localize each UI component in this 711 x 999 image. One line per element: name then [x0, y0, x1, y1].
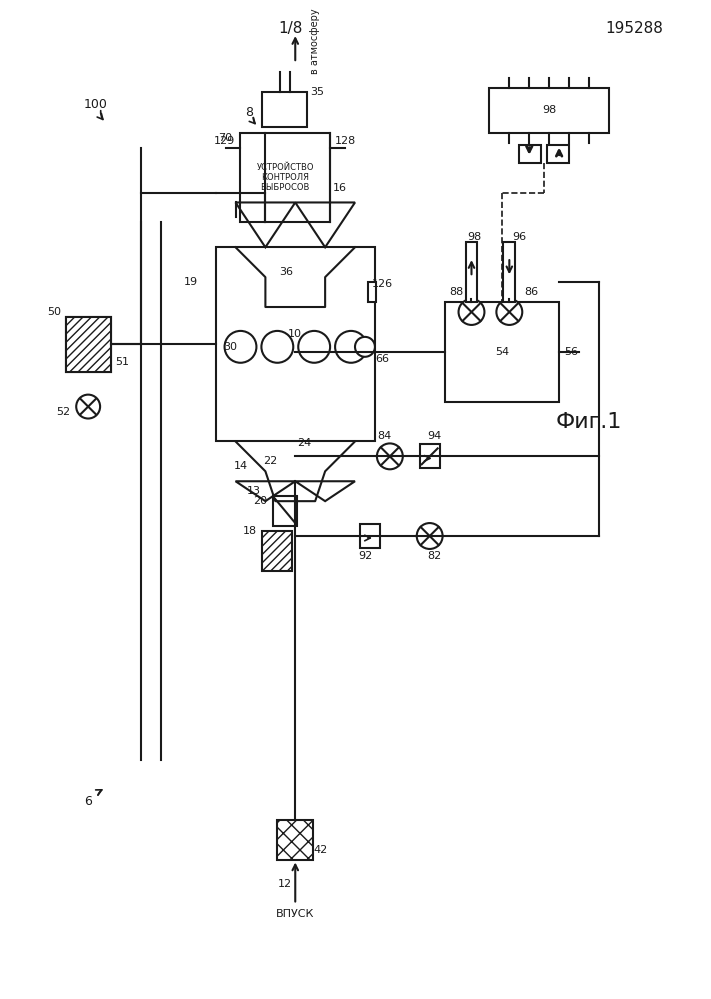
Circle shape: [298, 331, 330, 363]
Text: 18: 18: [243, 526, 257, 536]
Bar: [466, 243, 478, 302]
Bar: [519, 145, 541, 163]
Text: 19: 19: [183, 277, 198, 287]
Text: 13: 13: [247, 487, 260, 497]
Bar: [262, 92, 307, 127]
Bar: [240, 133, 330, 223]
Text: 195288: 195288: [605, 21, 663, 36]
Text: 94: 94: [427, 432, 442, 442]
Circle shape: [355, 337, 375, 357]
Text: 30: 30: [223, 342, 237, 352]
Text: 128: 128: [335, 136, 356, 146]
Bar: [444, 302, 559, 402]
Circle shape: [377, 444, 403, 470]
Text: 24: 24: [297, 439, 311, 449]
Text: 86: 86: [524, 287, 538, 297]
Bar: [360, 524, 380, 548]
Text: 16: 16: [333, 183, 347, 193]
Text: 82: 82: [427, 550, 442, 560]
Text: УСТРОЙСТВО
КОНТРОЛЯ
ВЫБРОСОВ: УСТРОЙСТВО КОНТРОЛЯ ВЫБРОСОВ: [257, 163, 314, 193]
Text: 92: 92: [358, 550, 372, 560]
Bar: [215, 248, 375, 442]
Bar: [489, 88, 609, 133]
Text: 6: 6: [84, 795, 92, 808]
Text: 96: 96: [513, 233, 526, 243]
Bar: [547, 145, 569, 163]
Text: 10: 10: [288, 330, 302, 340]
Bar: [419, 445, 439, 469]
Text: 54: 54: [495, 347, 509, 357]
Bar: [503, 243, 515, 302]
Text: 20: 20: [253, 497, 267, 506]
Text: 51: 51: [115, 357, 129, 367]
Text: 42: 42: [313, 844, 327, 855]
Text: Фиг.1: Фиг.1: [556, 412, 622, 432]
Text: 52: 52: [56, 407, 70, 417]
Text: 1/8: 1/8: [278, 21, 302, 36]
Circle shape: [417, 523, 443, 549]
Text: 98: 98: [542, 105, 556, 115]
Text: 36: 36: [279, 267, 294, 277]
Text: 66: 66: [375, 354, 389, 364]
Circle shape: [262, 331, 293, 363]
Text: 35: 35: [310, 87, 324, 97]
Text: 129: 129: [214, 136, 235, 146]
Circle shape: [76, 395, 100, 419]
Bar: [262, 531, 292, 570]
Text: 100: 100: [83, 98, 107, 111]
Bar: [277, 820, 313, 859]
Text: 14: 14: [233, 462, 247, 472]
Text: 50: 50: [47, 307, 61, 317]
Circle shape: [459, 299, 484, 325]
Text: 8: 8: [245, 106, 254, 119]
Bar: [368, 282, 376, 302]
Text: 12: 12: [278, 879, 292, 889]
Text: 84: 84: [378, 432, 392, 442]
Bar: [66, 317, 111, 372]
Text: 98: 98: [467, 233, 481, 243]
Circle shape: [496, 299, 523, 325]
Text: 126: 126: [372, 279, 393, 289]
Bar: [66, 317, 111, 372]
Text: ВПУСК: ВПУСК: [276, 909, 314, 919]
Text: 70: 70: [218, 133, 232, 143]
Circle shape: [225, 331, 257, 363]
Text: 22: 22: [263, 457, 277, 467]
Circle shape: [335, 331, 367, 363]
Text: 56: 56: [564, 347, 578, 357]
Text: в атмосферу: в атмосферу: [310, 8, 320, 74]
Text: 88: 88: [449, 287, 464, 297]
Bar: [273, 497, 297, 526]
